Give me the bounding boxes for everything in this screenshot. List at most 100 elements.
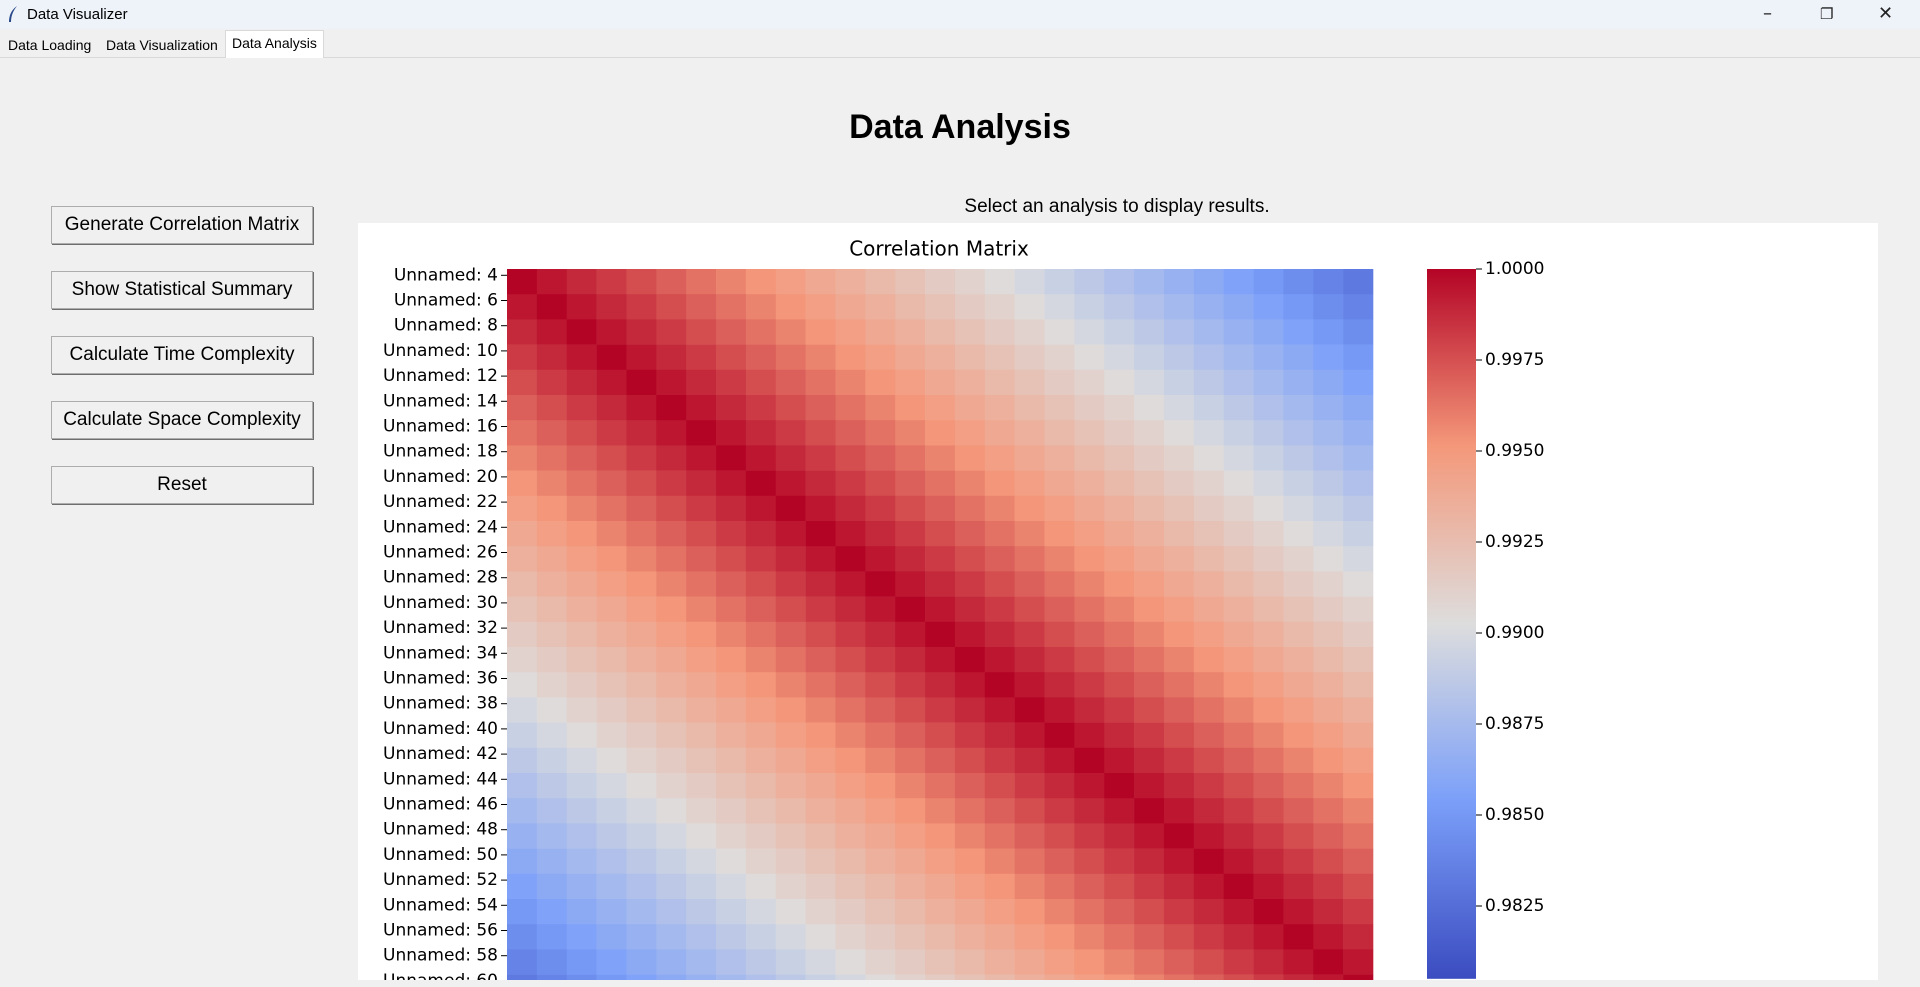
heatmap-cell <box>805 672 836 698</box>
heatmap-cell <box>1313 697 1344 723</box>
heatmap-cell <box>1044 672 1075 698</box>
heatmap-cell <box>626 949 657 975</box>
heatmap-cell <box>596 445 627 471</box>
heatmap-cell <box>745 647 777 673</box>
heatmap-cell <box>984 672 1015 698</box>
heatmap-cell <box>507 571 538 597</box>
heatmap-cell <box>507 823 538 849</box>
heatmap-cell <box>536 445 568 471</box>
tab-active[interactable]: Data Analysis <box>225 30 324 58</box>
heatmap-cell <box>596 773 627 799</box>
heatmap-cell <box>716 899 747 925</box>
heatmap-cell <box>596 470 627 497</box>
minimize-button[interactable]: – <box>1763 3 1772 24</box>
heatmap-cell <box>775 798 806 824</box>
heatmap-cell <box>925 647 956 673</box>
heatmap-cell <box>1253 697 1284 723</box>
heatmap-cell <box>1044 495 1075 522</box>
heatmap-cell <box>1104 672 1135 698</box>
heatmap-cell <box>716 873 747 900</box>
tab[interactable]: Data Loading <box>8 37 92 53</box>
heatmap-cell <box>1134 344 1165 371</box>
heatmap-cell <box>1044 949 1075 975</box>
heatmap-cell <box>865 344 896 371</box>
heatmap-cell <box>954 420 986 446</box>
heatmap-cell <box>865 495 896 522</box>
tab[interactable]: Data Visualization <box>106 37 218 53</box>
heatmap-cell <box>536 294 568 320</box>
heatmap-cell <box>1044 420 1075 446</box>
heatmap-cell <box>1104 873 1135 900</box>
heatmap-cell <box>1283 470 1314 497</box>
heatmap-cell <box>805 571 836 597</box>
heatmap-cell <box>507 596 538 623</box>
heatmap-cell <box>507 546 538 572</box>
button[interactable]: Calculate Space Complexity <box>51 401 313 439</box>
heatmap-cell <box>1014 924 1045 950</box>
heatmap-cell <box>895 647 926 673</box>
heatmap-cell <box>1253 899 1284 925</box>
heatmap-cell <box>1163 571 1195 597</box>
heatmap-cell <box>686 344 717 371</box>
heatmap-cell <box>626 495 657 522</box>
heatmap-cell <box>1343 672 1374 698</box>
heatmap-cell <box>1193 949 1224 975</box>
y-tick-label: Unnamed: 38 <box>383 694 498 714</box>
heatmap-cell <box>656 672 687 698</box>
heatmap-cell <box>566 596 597 623</box>
heatmap-cell <box>1193 647 1224 673</box>
heatmap-cell <box>984 571 1015 597</box>
heatmap-cell <box>745 722 777 749</box>
heatmap-cell <box>1014 395 1045 421</box>
heatmap-cell <box>1283 873 1314 900</box>
heatmap-cell <box>626 369 657 396</box>
heatmap-cell <box>775 546 806 572</box>
heatmap-cell <box>1163 521 1195 547</box>
button[interactable]: Show Statistical Summary <box>51 271 313 309</box>
heatmap-cell <box>686 395 717 421</box>
heatmap-cell <box>745 621 777 648</box>
heatmap-cell <box>1104 848 1135 875</box>
heatmap-cell <box>1074 369 1105 396</box>
heatmap-cell <box>805 521 836 547</box>
heatmap-cell <box>536 924 568 950</box>
heatmap-cell <box>1044 773 1075 799</box>
heatmap-cell <box>984 269 1015 295</box>
heatmap-cell <box>745 294 777 320</box>
heatmap-cell <box>1343 571 1374 597</box>
heatmap-cell <box>865 823 896 849</box>
y-tick-label: Unnamed: 44 <box>383 769 498 789</box>
button[interactable]: Reset <box>51 466 313 504</box>
heatmap-cell <box>745 369 777 396</box>
heatmap-cell <box>984 369 1015 396</box>
heatmap-cell <box>745 344 777 371</box>
button[interactable]: Calculate Time Complexity <box>51 336 313 374</box>
heatmap-cell <box>805 697 836 723</box>
y-tick-label: Unnamed: 48 <box>383 820 498 840</box>
heatmap-cell <box>1014 848 1045 875</box>
heatmap-cell <box>925 369 956 396</box>
heatmap-cell <box>925 722 956 749</box>
heatmap-cell <box>626 672 657 698</box>
heatmap-cell <box>1074 697 1105 723</box>
close-button[interactable]: ✕ <box>1878 3 1894 24</box>
heatmap-cell <box>1283 949 1314 975</box>
heatmap-cell <box>1313 621 1344 648</box>
heatmap-cell <box>1343 420 1374 446</box>
heatmap-cell <box>925 596 956 623</box>
button[interactable]: Generate Correlation Matrix <box>51 206 313 244</box>
heatmap-cell <box>566 571 597 597</box>
heatmap-cell <box>895 319 926 345</box>
heatmap-cell <box>536 949 568 975</box>
heatmap-cell <box>507 269 538 295</box>
heatmap-cell <box>536 873 568 900</box>
heatmap-cell <box>984 470 1015 497</box>
heatmap-cell <box>656 621 687 648</box>
heatmap-cell <box>925 873 956 900</box>
heatmap-cell <box>716 596 747 623</box>
restore-button[interactable]: ❐ <box>1820 5 1834 23</box>
heatmap-cell <box>1193 974 1224 980</box>
heatmap-cell <box>1044 294 1075 320</box>
heatmap-cell <box>1163 747 1195 774</box>
heatmap-cell <box>1253 798 1284 824</box>
